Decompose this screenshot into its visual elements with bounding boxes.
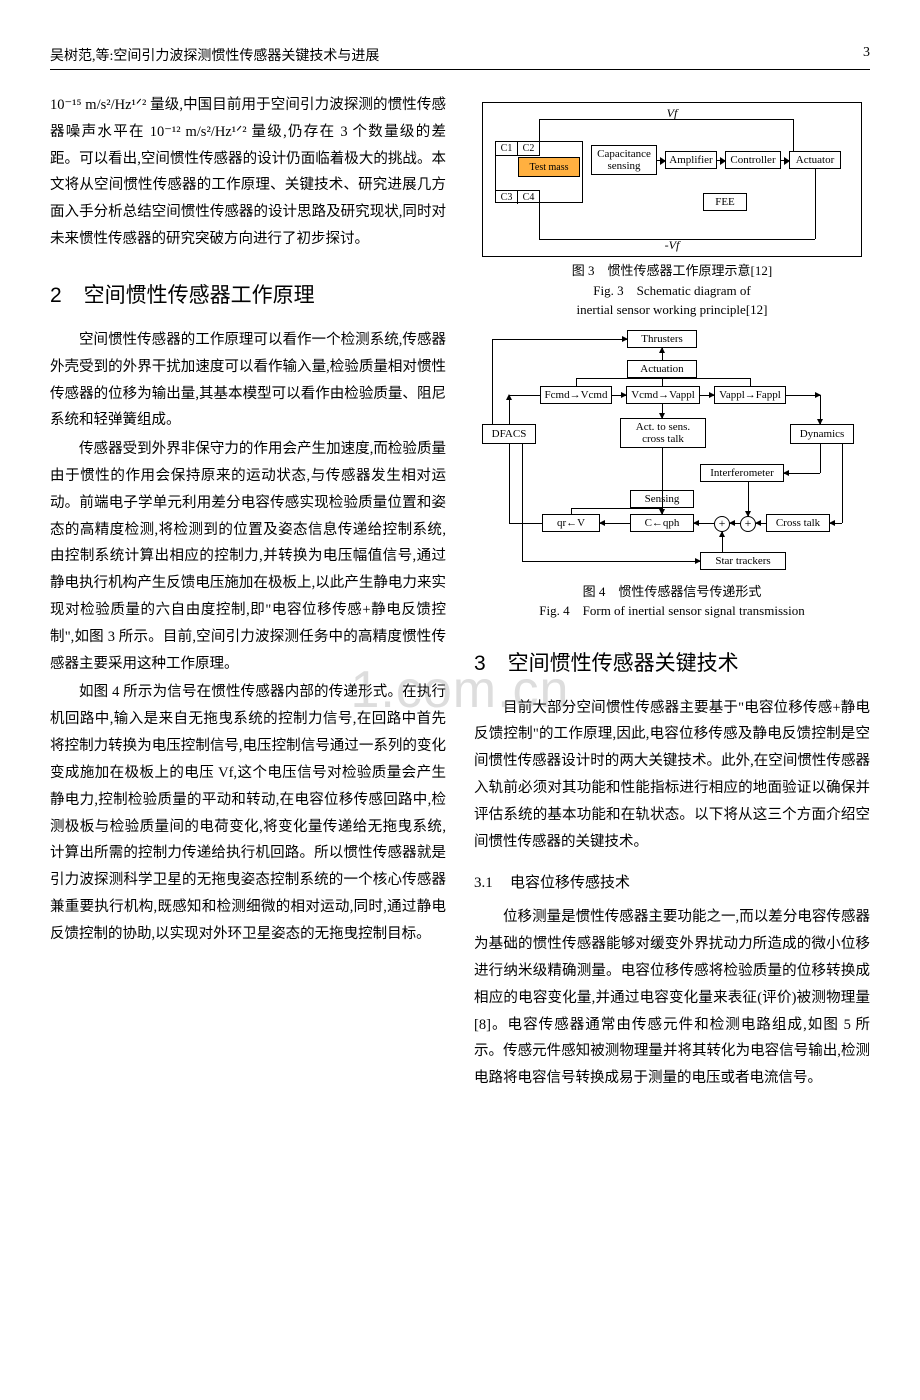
section-2-heading: 2 空间惯性传感器工作原理 — [50, 279, 446, 309]
fig4-v-star-sum — [722, 532, 723, 552]
fig4-h-cq-qv — [600, 523, 630, 524]
fig3-fee: FEE — [703, 193, 747, 211]
fig3-c3: C3 — [496, 190, 518, 204]
fig4-sum-right: + — [740, 516, 756, 532]
right-column: Vf -Vf C1 C2 Test mass C3 C4 Capacitance… — [474, 92, 870, 1094]
fig3-c2: C2 — [518, 142, 540, 156]
left-p1: 10⁻¹⁵ m/s²/Hz¹ᐟ² 量级,中国目前用于空间引力波探测的惯性传感器噪… — [50, 92, 446, 253]
fig4-v-sens-c — [662, 508, 663, 514]
fig4-v-act-va — [750, 378, 751, 386]
figure-3-caption: 图 3 惯性传感器工作原理示意[12] Fig. 3 Schematic dia… — [474, 261, 870, 320]
fig4-startrackers: Star trackers — [700, 552, 786, 570]
fig4-v-df-thr — [492, 339, 493, 424]
fig3-arrow-2 — [717, 160, 725, 161]
fig4-h-vv — [700, 395, 714, 396]
fig4-v-int-sum — [748, 482, 749, 516]
fig3-testmass-frame: C1 C2 Test mass C3 C4 — [495, 141, 583, 203]
fig4-interferometer: Interferometer — [700, 464, 784, 482]
page-header: 吴树范,等:空间引力波探测惯性传感器关键技术与进展 3 — [50, 45, 870, 70]
fig3-capsensing: Capacitance sensing — [591, 145, 657, 175]
fig4-h-s2-s1 — [730, 523, 740, 524]
right-p1: 目前大部分空间惯性传感器主要基于"电容位移传感+静电反馈控制"的工作原理,因此,… — [474, 695, 870, 856]
fig4-h-df-star — [522, 561, 700, 562]
page-number: 3 — [863, 45, 870, 65]
fig4-v-cross-cq — [662, 448, 663, 514]
figure-4-wrapper: Thrusters Actuation Fcmd→Vcmd Vcmd→Vappl… — [474, 330, 870, 621]
header-left: 吴树范,等:空间引力波探测惯性传感器关键技术与进展 — [50, 45, 379, 65]
fig4-h-df-f — [509, 395, 540, 396]
fig4-h-ct-s2 — [756, 523, 766, 524]
figure-3-diagram: Vf -Vf C1 C2 Test mass C3 C4 Capacitance… — [482, 102, 862, 257]
fig4-actuation: Actuation — [627, 360, 697, 378]
fig4-vappl: Vappl→Fappl — [714, 386, 786, 404]
fig4-actcross: Act. to sens. cross talk — [620, 418, 706, 448]
fig3-vline-bot2 — [815, 169, 816, 239]
section-3-1-num: 3.1 — [474, 875, 510, 892]
fig4-h-va-dyn — [786, 395, 820, 396]
fig4-v-va-dyn — [820, 395, 821, 424]
fig4-h-df-qv — [509, 523, 542, 524]
section-2-num: 2 — [50, 284, 84, 308]
fig3-caption-cn: 图 3 惯性传感器工作原理示意[12] — [474, 261, 870, 281]
figure-3-wrapper: Vf -Vf C1 C2 Test mass C3 C4 Capacitance… — [474, 102, 870, 320]
fig3-vline-bot — [539, 203, 540, 239]
fig4-h-s1-cq — [694, 523, 714, 524]
fig4-dfacs: DFACS — [482, 424, 536, 444]
section-2-title: 空间惯性传感器工作原理 — [84, 279, 315, 309]
fig3-arrow-3 — [781, 160, 789, 161]
fig4-thrusters: Thrusters — [627, 330, 697, 348]
section-3-1-heading: 3.1 电容位移传感技术 — [474, 871, 870, 892]
fig4-h-act-row — [576, 378, 750, 379]
fig3-testmass-box: Test mass — [518, 157, 580, 177]
fig4-cq: C←qph — [630, 514, 694, 532]
fig3-vf-bottom: -Vf — [665, 238, 680, 253]
fig4-fcmd: Fcmd→Vcmd — [540, 386, 612, 404]
fig3-caption-en1: Fig. 3 Schematic diagram of — [474, 281, 870, 301]
fig4-caption-en: Fig. 4 Form of inertial sensor signal tr… — [474, 601, 870, 621]
fig4-h-dyn-ct — [830, 523, 842, 524]
section-3-heading: 3 空间惯性传感器关键技术 — [474, 647, 870, 677]
fig4-h-sens-row — [571, 508, 662, 509]
section-3-title: 空间惯性传感器关键技术 — [508, 647, 739, 677]
fig3-controller: Controller — [725, 151, 781, 169]
fig4-v-thr-act — [662, 348, 663, 360]
fig3-actuator: Actuator — [789, 151, 841, 169]
fig3-c1: C1 — [496, 142, 518, 156]
fig4-vcmd: Vcmd→Vappl — [626, 386, 700, 404]
fig3-hline-top — [539, 119, 793, 120]
fig4-v-act-v — [662, 378, 663, 386]
section-3-1-title: 电容位移传感技术 — [510, 871, 630, 892]
fig3-c4: C4 — [518, 190, 540, 204]
left-p4: 如图 4 所示为信号在惯性传感器内部的传递形式。在执行机回路中,输入是来自无拖曳… — [50, 679, 446, 947]
fig4-v-dyn-ct — [842, 444, 843, 523]
left-p2: 空间惯性传感器的工作原理可以看作一个检测系统,传感器外壳受到的外界干扰加速度可以… — [50, 327, 446, 434]
figure-4-caption: 图 4 惯性传感器信号传递形式 Fig. 4 Form of inertial … — [474, 582, 870, 621]
fig3-vline-top — [539, 119, 540, 141]
fig4-v-df-down — [509, 444, 510, 523]
fig4-caption-cn: 图 4 惯性传感器信号传递形式 — [474, 582, 870, 602]
left-p3: 传感器受到外界非保守力的作用会产生加速度,而检验质量由于惯性的作用会保持原来的运… — [50, 436, 446, 677]
fig3-arrow-1 — [657, 160, 665, 161]
fig4-v-v-cross — [662, 404, 663, 418]
fig4-v-dyn-int — [820, 444, 821, 473]
fig4-h-df-thr — [492, 339, 627, 340]
fig4-h-dyn-int — [784, 473, 820, 474]
fig4-v-act-f — [576, 378, 577, 386]
right-p2: 位移测量是惯性传感器主要功能之一,而以差分电容传感器为基础的惯性传感器能够对缓变… — [474, 904, 870, 1092]
fig4-v-df-up — [509, 395, 510, 424]
fig3-amplifier: Amplifier — [665, 151, 717, 169]
fig3-vline-top2 — [793, 119, 794, 151]
section-3-num: 3 — [474, 652, 508, 676]
left-column: 10⁻¹⁵ m/s²/Hz¹ᐟ² 量级,中国目前用于空间引力波探测的惯性传感器噪… — [50, 92, 446, 1094]
fig4-crosstalk: Cross talk — [766, 514, 830, 532]
fig4-qv: qr←V — [542, 514, 600, 532]
fig4-v-df-star — [522, 444, 523, 561]
fig3-caption-en2: inertial sensor working principle[12] — [474, 300, 870, 320]
figure-4-diagram: Thrusters Actuation Fcmd→Vcmd Vcmd→Vappl… — [482, 330, 862, 578]
fig4-dynamics: Dynamics — [790, 424, 854, 444]
fig3-hline-bot — [539, 239, 815, 240]
fig4-h-fv — [612, 395, 626, 396]
two-column-layout: 10⁻¹⁵ m/s²/Hz¹ᐟ² 量级,中国目前用于空间引力波探测的惯性传感器噪… — [50, 92, 870, 1094]
fig4-sum-left: + — [714, 516, 730, 532]
